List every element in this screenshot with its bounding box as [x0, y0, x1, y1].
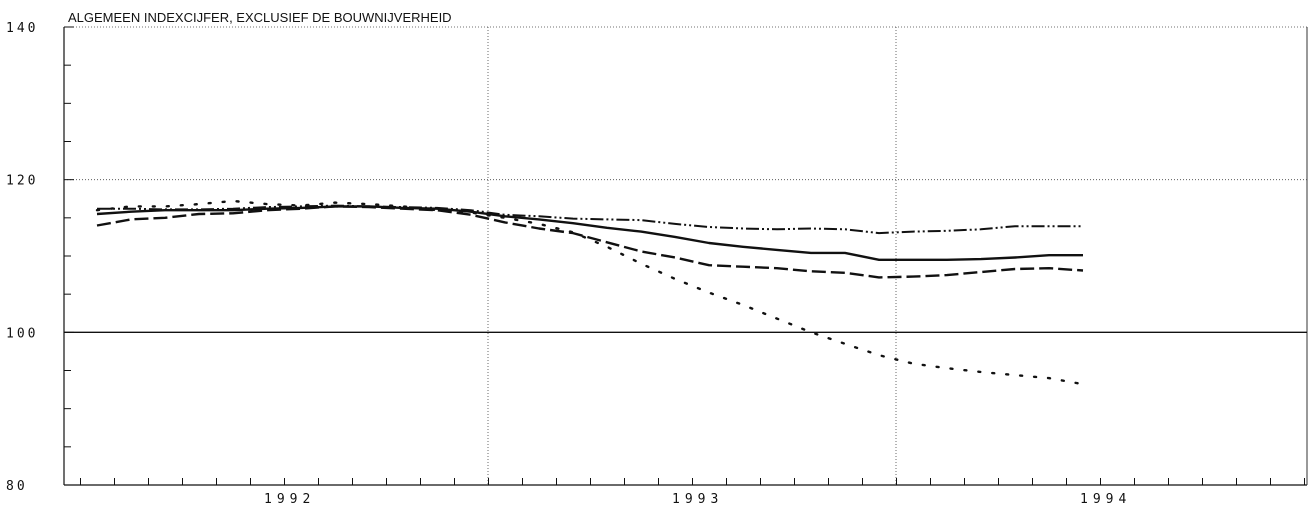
x-axis: 1992 1993 1994: [80, 478, 1305, 507]
y-tick-label-120: 120: [6, 174, 38, 189]
y-tick-label-140: 140: [6, 21, 38, 36]
x-year-label-1992: 1992: [264, 492, 315, 507]
y-tick-label-100: 100: [6, 326, 38, 341]
y-axis: 80 100 120 140: [6, 21, 74, 494]
y-tick-label-80: 80: [6, 479, 28, 494]
x-year-label-1994: 1994: [1080, 492, 1131, 507]
grid-lines: [64, 26, 1307, 485]
plot-frame: [63, 27, 1308, 486]
series-lines: [95, 199, 1085, 386]
series-line-dash-dot-dot: [97, 204, 1083, 235]
chart-title: ALGEMEEN INDEXCIJFER, EXCLUSIEF DE BOUWN…: [68, 10, 452, 25]
x-year-label-1993: 1993: [672, 492, 723, 507]
series-line-dashed: [96, 205, 1084, 279]
series-line-dotted: [95, 199, 1085, 386]
series-line-solid: [96, 205, 1083, 261]
